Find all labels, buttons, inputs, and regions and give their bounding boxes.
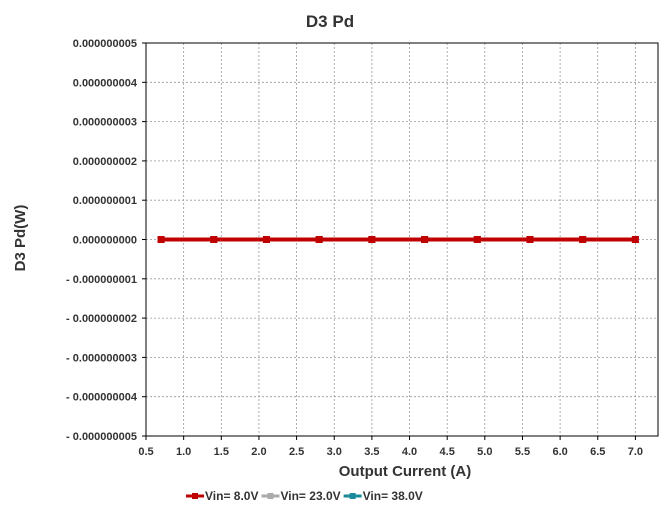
data-point: [262, 236, 270, 243]
data-point: [473, 236, 481, 243]
legend-label: Vin= 8.0V: [205, 489, 258, 503]
x-tick-label: 2.0: [251, 446, 266, 458]
data-point: [210, 236, 218, 243]
y-tick-label: 0.000000004: [73, 77, 138, 89]
x-axis-ticks: 0.5 1.0 1.5 2.0 2.5 3.0 3.5 4.0 4.5 5.0 5.5 6.0 6.5 7…: [138, 436, 643, 458]
series-vin-8-0v: [157, 236, 639, 243]
legend-label: Vin= 38.0V: [363, 489, 423, 503]
data-point: [579, 236, 587, 243]
legend-item: Vin= 23.0V: [261, 489, 341, 503]
y-tick-label: - 0.000000003: [66, 352, 137, 364]
y-tick-label: - 0.000000005: [66, 431, 137, 443]
data-point: [631, 236, 639, 243]
x-tick-label: 1.5: [214, 446, 229, 458]
legend-swatch-marker: [349, 493, 356, 499]
data-point: [421, 236, 429, 243]
x-tick-label: 6.5: [590, 446, 605, 458]
data-point: [315, 236, 323, 243]
x-axis-label: Output Current (A): [339, 463, 471, 480]
y-axis-label: D3 Pd(W): [12, 205, 29, 272]
y-tick-label: - 0.000000001: [66, 274, 137, 286]
y-tick-label: - 0.000000004: [66, 392, 138, 404]
x-tick-label: 5.5: [515, 446, 530, 458]
y-tick-label: 0.000000005: [73, 38, 137, 50]
legend-item: Vin= 38.0V: [343, 489, 423, 503]
x-tick-label: 3.5: [364, 446, 379, 458]
x-tick-label: 0.5: [138, 446, 153, 458]
x-tick-label: 2.5: [289, 446, 304, 458]
data-point: [157, 236, 165, 243]
data-point: [526, 236, 534, 243]
y-axis-ticks: 0.000000005 0.000000004 0.000000003 0.00000…: [66, 38, 146, 443]
data-point: [368, 236, 376, 243]
series: [157, 236, 639, 243]
y-tick-label: 0.000000001: [73, 195, 137, 207]
legend-item: Vin= 8.0V: [186, 489, 258, 503]
y-tick-label: - 0.000000002: [66, 313, 137, 325]
x-tick-label: 4.5: [440, 446, 455, 458]
legend-swatch-marker: [267, 493, 274, 499]
chart-title: D3 Pd: [306, 12, 354, 31]
legend-swatch-marker: [192, 493, 198, 499]
y-tick-label: 0.000000002: [73, 156, 137, 168]
x-tick-label: 3.0: [327, 446, 342, 458]
legend-label: Vin= 23.0V: [280, 489, 340, 503]
y-tick-label: 0.000000000: [73, 235, 137, 247]
x-tick-label: 7.0: [628, 446, 643, 458]
x-tick-label: 1.0: [176, 446, 191, 458]
x-tick-label: 6.0: [552, 446, 567, 458]
x-tick-label: 5.0: [477, 446, 492, 458]
y-tick-label: 0.000000003: [73, 117, 137, 129]
legend: Vin= 8.0V Vin= 23.0V Vin= 38.0V: [186, 489, 423, 503]
x-tick-label: 4.0: [402, 446, 417, 458]
